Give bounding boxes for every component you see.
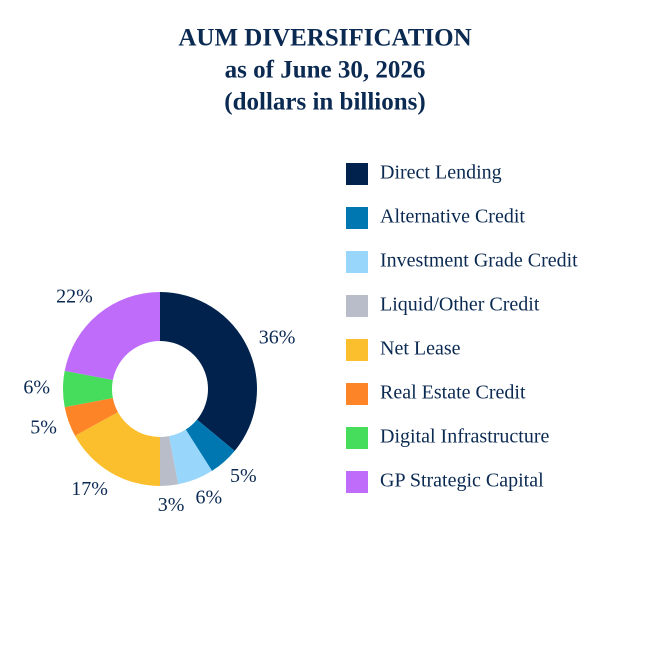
legend-swatch — [346, 339, 368, 361]
legend-swatch — [346, 207, 368, 229]
chart-subtitle: as of June 30, 2026 — [225, 57, 426, 84]
donut-slice — [74, 412, 160, 486]
donut-slice — [168, 429, 212, 485]
legend-swatch — [346, 471, 368, 493]
legend-label: Liquid/Other Credit — [380, 294, 540, 316]
legend-label: Net Lease — [380, 338, 461, 360]
donut-slice — [160, 292, 257, 451]
chart-title: AUM DIVERSIFICATION — [178, 25, 471, 52]
chart-subtitle: (dollars in billions) — [224, 89, 425, 116]
data-label: 3% — [158, 494, 185, 516]
legend-label: GP Strategic Capital — [380, 470, 544, 492]
donut-slice — [64, 397, 118, 436]
legend-label: Investment Grade Credit — [380, 250, 578, 272]
data-label: 6% — [195, 486, 222, 508]
donut-slice — [62, 370, 113, 408]
legend-swatch — [346, 295, 368, 317]
legend-label: Digital Infrastructure — [380, 426, 549, 448]
data-label: 6% — [23, 377, 50, 399]
legend-label: Real Estate Credit — [380, 382, 526, 404]
legend-swatch — [346, 251, 368, 273]
donut-slice — [160, 436, 179, 486]
data-label: 5% — [30, 417, 57, 439]
data-label: 17% — [71, 478, 108, 500]
data-label: 22% — [56, 286, 93, 308]
legend-swatch — [346, 383, 368, 405]
donut-slice — [64, 292, 160, 381]
legend-label: Alternative Credit — [380, 206, 525, 228]
data-label: 36% — [259, 326, 296, 348]
data-label: 5% — [230, 465, 257, 487]
legend-swatch — [346, 163, 368, 185]
legend-swatch — [346, 427, 368, 449]
donut-slice — [185, 419, 235, 471]
legend-label: Direct Lending — [380, 162, 502, 184]
